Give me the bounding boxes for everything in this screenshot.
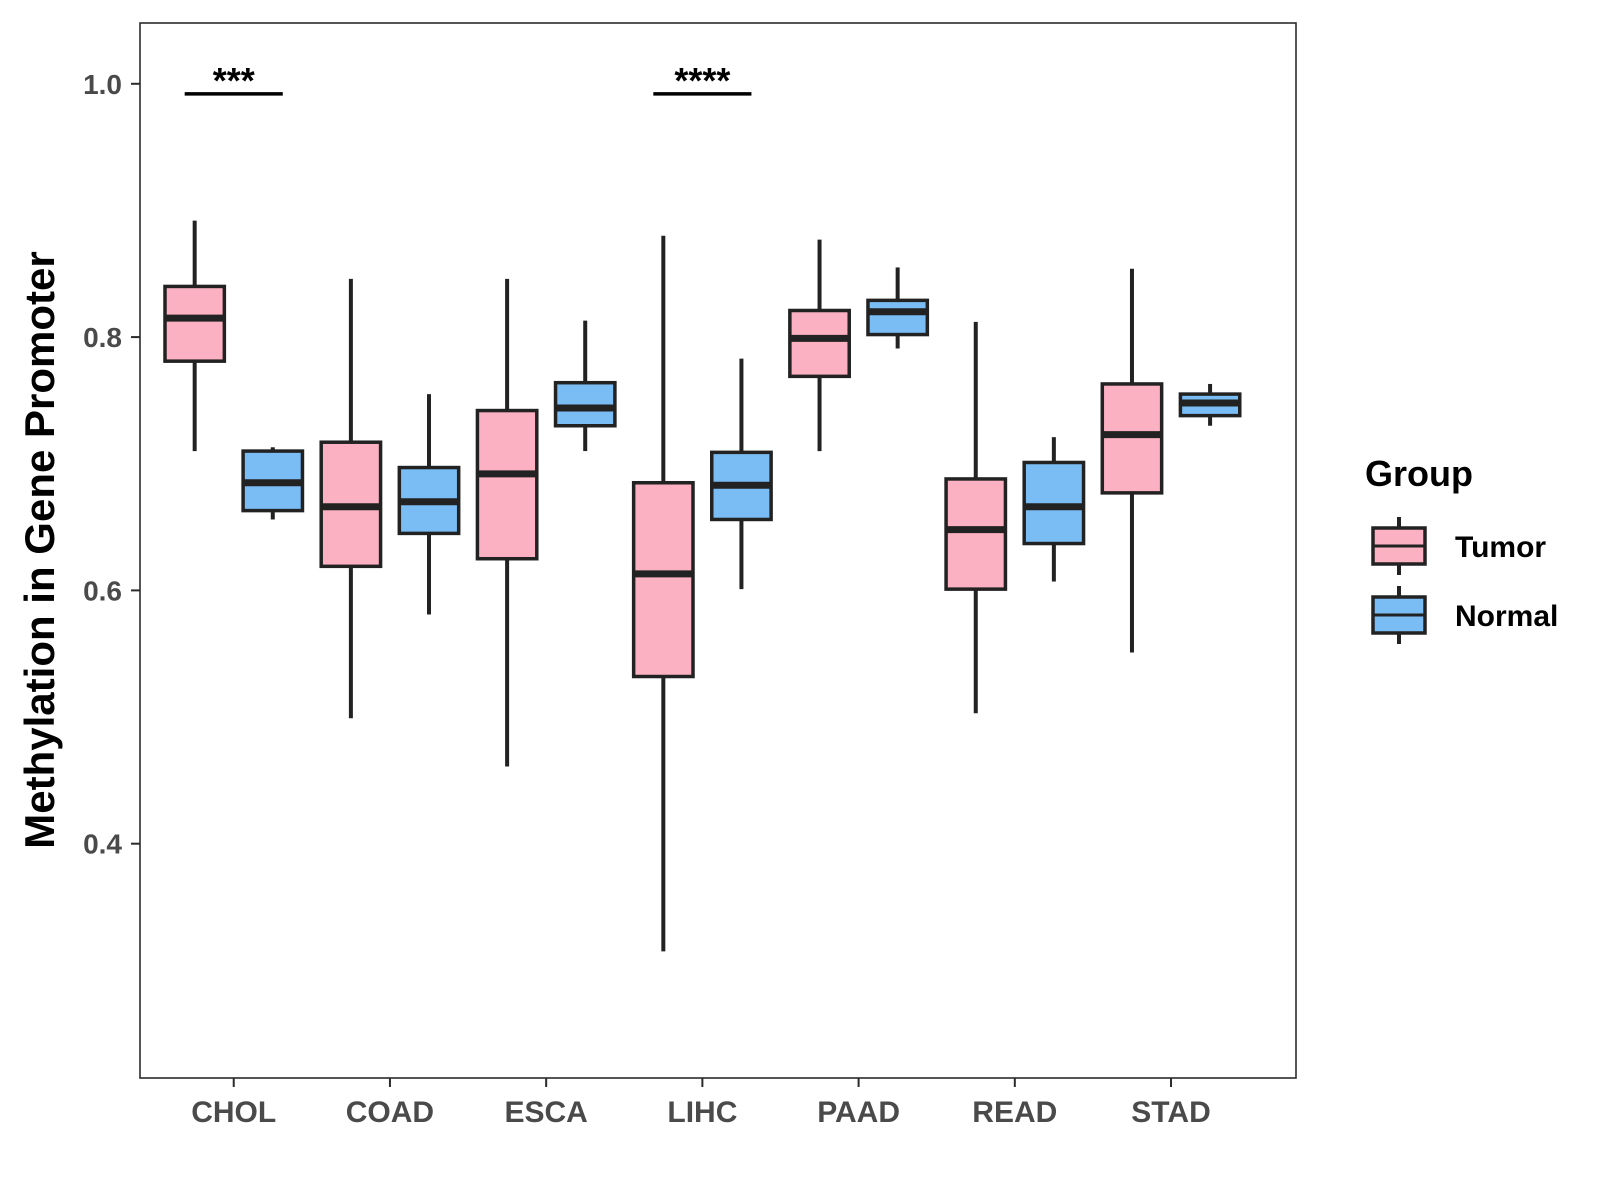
significance-annotations: *** **** [184,60,752,101]
box-body-stad-tumor [1100,382,1164,495]
y-tick-label: 0.6 [83,575,122,606]
x-tick-label-esca: ESCA [504,1096,587,1129]
legend-item-tumor: Tumor [1371,517,1546,575]
legend-entries: Tumor Normal [1371,517,1558,644]
box-paad-tumor [788,239,851,452]
y-axis: 0.4 0.6 0.8 1.0 [83,69,140,860]
x-axis: CHOL COAD ESCA LIHC PAAD READ STAD [191,1078,1211,1129]
box-read-tumor [944,321,1008,714]
box-lihc-tumor [631,235,695,952]
legend-label-normal: Normal [1455,600,1558,633]
y-tick-label: 1.0 [83,69,122,100]
x-tick-label-coad: COAD [346,1096,434,1129]
box-chol-normal [241,447,305,520]
box-body-read-tumor [944,477,1008,591]
y-axis-title: Methylation in Gene Promoter [16,251,63,848]
x-tick-label-chol: CHOL [191,1096,276,1129]
box-body-paad-normal [866,298,930,337]
y-tick-label: 0.4 [83,829,122,860]
box-esca-tumor [475,278,539,767]
box-coad-tumor [319,278,383,719]
box-lihc-normal [710,358,773,590]
significance-label-lihc: **** [674,60,730,101]
box-stad-tumor [1100,268,1164,653]
box-body-lihc-tumor [631,480,695,679]
x-tick-label-lihc: LIHC [667,1096,737,1129]
x-tick-label-read: READ [972,1096,1057,1129]
box-coad-normal [397,394,461,615]
box-body-esca-normal [553,380,617,428]
x-tick-label-stad: STAD [1131,1096,1210,1129]
y-tick-label: 0.8 [83,322,122,353]
legend-item-normal: Normal [1371,586,1558,644]
significance-label-chol: *** [213,60,255,101]
box-body-read-normal [1022,460,1086,546]
x-tick-label-paad: PAAD [817,1096,900,1129]
box-body-paad-tumor [788,308,851,379]
box-esca-normal [553,320,617,452]
boxes-layer [163,220,1242,952]
box-read-normal [1022,437,1086,582]
box-body-esca-tumor [475,408,539,561]
box-stad-normal [1178,383,1242,426]
legend-title: Group [1365,453,1473,494]
legend: Group Tumor Normal [1365,453,1558,644]
box-chol-tumor [163,220,227,452]
box-body-chol-tumor [163,284,227,363]
legend-label-tumor: Tumor [1455,531,1546,564]
box-paad-normal [866,267,930,349]
plot-panel [139,22,1297,1079]
